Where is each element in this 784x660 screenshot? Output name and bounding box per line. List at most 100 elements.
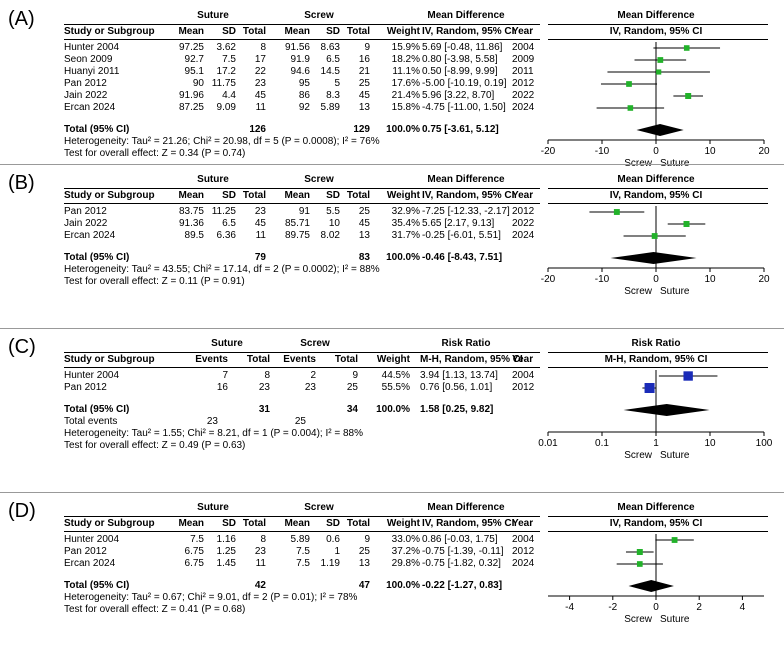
group2-header: Screw <box>304 10 334 21</box>
heterogeneity-text: Heterogeneity: Tau² = 43.55; Chi² = 17.1… <box>64 264 380 275</box>
axis-tick-label: -10 <box>595 274 610 285</box>
study-m1: 6.75 <box>184 546 204 557</box>
pooled-diamond <box>636 124 684 136</box>
study-sd2: 1 <box>334 546 340 557</box>
pooled-diamond <box>623 404 710 416</box>
study-m1: 95.1 <box>184 66 204 77</box>
study-ci: -4.75 [-11.00, 1.50] <box>422 102 506 113</box>
divider <box>64 188 540 189</box>
forest-panel-c: (C) Suture Screw Risk Ratio Risk Ratio Study … <box>0 336 784 496</box>
study-sd1: 1.16 <box>216 534 236 545</box>
column-header: Weight <box>386 190 420 201</box>
study-m1: 92.7 <box>184 54 204 65</box>
panel-label: (A) <box>8 8 35 30</box>
total-weight: 100.0% <box>376 404 410 415</box>
total-label: Total (95% CI) <box>64 252 130 263</box>
study-name: Hunter 2004 <box>64 534 120 545</box>
study-n2: 9 <box>352 370 358 381</box>
study-sd1: 3.62 <box>216 42 236 53</box>
total-n2: 83 <box>358 252 370 263</box>
divider <box>548 24 768 25</box>
column-header: Study or Subgroup <box>64 190 155 201</box>
study-m1: 87.25 <box>178 102 204 113</box>
panel-label: (D) <box>8 500 36 522</box>
study-name: Jain 2022 <box>64 90 108 101</box>
favours-left-label: Screw <box>624 450 653 461</box>
total-ci: 1.58 [0.25, 9.82] <box>420 404 494 415</box>
axis-tick-label: 20 <box>758 146 770 157</box>
divider <box>64 352 540 353</box>
total-n1: 42 <box>254 580 266 591</box>
panel-label: (B) <box>8 172 35 194</box>
study-name: Hunter 2004 <box>64 370 120 381</box>
study-ci: -7.25 [-12.33, -2.17] <box>422 206 510 217</box>
study-m1: 7.5 <box>190 534 204 545</box>
axis-tick-label: 20 <box>758 274 770 285</box>
study-sd2: 5.89 <box>320 102 340 113</box>
heterogeneity-text: Heterogeneity: Tau² = 1.55; Chi² = 8.21,… <box>64 428 363 439</box>
group2-header: Screw <box>304 174 334 185</box>
study-year: 2004 <box>512 42 535 53</box>
overall-effect-text: Test for overall effect: Z = 0.11 (P = 0… <box>64 276 245 287</box>
study-n2: 25 <box>358 206 370 217</box>
study-sd2: 5.5 <box>326 206 340 217</box>
total-label: Total (95% CI) <box>64 580 130 591</box>
column-header: Total <box>346 26 370 37</box>
study-marker <box>671 537 678 543</box>
study-ci: 0.50 [-8.99, 9.99] <box>422 66 498 77</box>
forest-panel-b: (B) Suture Screw Mean Difference Mean Differ… <box>0 172 784 332</box>
study-m2: 7.5 <box>296 546 310 557</box>
study-weight: 33.0% <box>391 534 420 545</box>
column-header: Events <box>195 354 228 365</box>
axis-tick-label: 0.01 <box>538 438 558 449</box>
study-m2: 94.6 <box>290 66 310 77</box>
study-n2: 25 <box>358 546 370 557</box>
study-weight: 15.9% <box>391 42 420 53</box>
study-ci: -0.75 [-1.82, 0.32] <box>422 558 501 569</box>
column-header: Total <box>242 26 266 37</box>
study-name: Ercan 2024 <box>64 230 116 241</box>
study-n2: 9 <box>364 534 370 545</box>
total-events-label: Total events <box>64 416 118 427</box>
plot-method-header: M-H, Random, 95% CI <box>604 354 708 365</box>
column-header: Total <box>242 518 266 529</box>
study-name: Jain 2022 <box>64 218 108 229</box>
group1-header: Suture <box>211 338 243 349</box>
column-header: Total <box>242 190 266 201</box>
group2-header: Screw <box>300 338 330 349</box>
study-year: 2004 <box>512 370 535 381</box>
column-header: IV, Random, 95% CI <box>422 26 515 37</box>
axis-tick-label: 10 <box>704 274 716 285</box>
study-n1: 45 <box>254 90 266 101</box>
study-n1: 8 <box>260 534 266 545</box>
divider <box>64 39 540 40</box>
study-n2: 9 <box>364 42 370 53</box>
study-name: Ercan 2024 <box>64 558 116 569</box>
study-weight: 18.2% <box>391 54 420 65</box>
column-header: Mean <box>284 26 310 37</box>
favours-right-label: Suture <box>660 286 690 297</box>
plot-method-header: IV, Random, 95% CI <box>609 190 703 201</box>
study-weight: 15.8% <box>391 102 420 113</box>
study-n1: 45 <box>254 218 266 229</box>
study-n1: 11 <box>255 230 266 241</box>
column-header: Total <box>246 354 270 365</box>
favours-left-label: Screw <box>624 286 653 297</box>
favours-left-label: Screw <box>624 158 653 169</box>
study-weight: 31.7% <box>391 230 420 241</box>
study-ci: 0.76 [0.56, 1.01] <box>420 382 493 393</box>
study-year: 2012 <box>512 78 535 89</box>
column-header: Study or Subgroup <box>64 354 155 365</box>
axis-tick-label: -4 <box>565 602 574 613</box>
study-e1: 7 <box>222 370 228 381</box>
study-weight: 55.5% <box>381 382 410 393</box>
plot-measure-header: Mean Difference <box>617 502 695 513</box>
study-name: Ercan 2024 <box>64 102 116 113</box>
study-n1: 23 <box>254 78 266 89</box>
study-n2: 45 <box>358 90 370 101</box>
study-m2: 5.89 <box>290 534 310 545</box>
study-sd2: 8.63 <box>320 42 340 53</box>
study-n2: 16 <box>358 54 370 65</box>
study-ci: 3.94 [1.13, 13.74] <box>420 370 498 381</box>
study-n2: 13 <box>358 102 370 113</box>
